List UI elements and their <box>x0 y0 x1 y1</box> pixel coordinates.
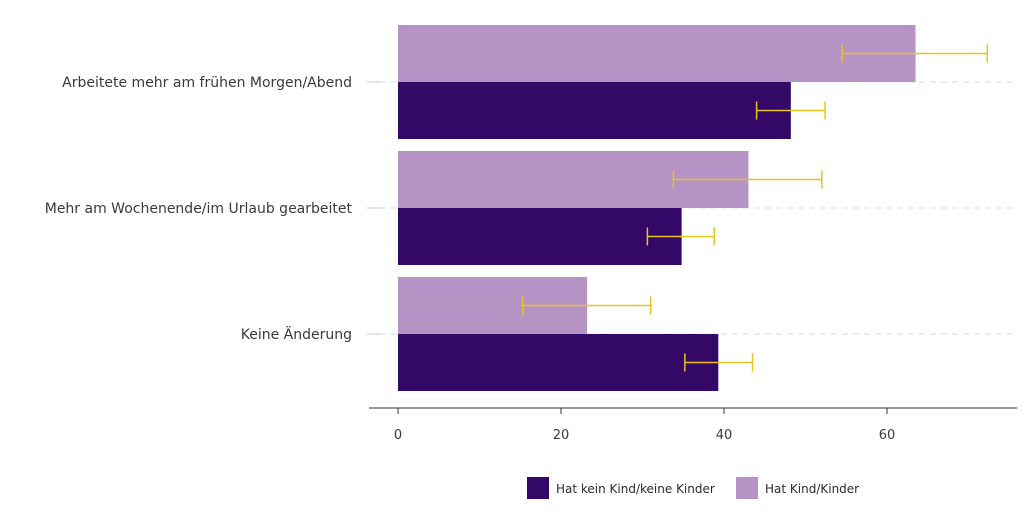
legend-label-0: Hat kein Kind/keine Kinder <box>556 482 715 496</box>
category-label-1: Mehr am Wochenende/im Urlaub gearbeitet <box>45 201 353 217</box>
category-label-0: Arbeitete mehr am frühen Morgen/Abend <box>62 75 352 91</box>
category-label-2: Keine Änderung <box>241 325 352 343</box>
bar-kein-kind-1 <box>398 208 682 265</box>
legend: Hat kein Kind/keine Kinder Hat Kind/Kinde… <box>527 477 859 499</box>
bar-kein-kind-0 <box>398 82 791 139</box>
legend-swatch-0 <box>527 477 549 499</box>
category-labels: Arbeitete mehr am frühen Morgen/Abend Meh… <box>45 75 353 343</box>
x-tick-label-2: 40 <box>716 428 733 443</box>
x-tick-label-3: 60 <box>879 428 896 443</box>
x-axis: 0 20 40 60 <box>369 407 1017 443</box>
x-tick-label-0: 0 <box>394 428 402 443</box>
bar-kind-0 <box>398 25 916 82</box>
bar-kein-kind-2 <box>398 334 719 391</box>
bars <box>398 25 916 391</box>
x-tick-label-1: 20 <box>553 428 570 443</box>
error-bars <box>521 44 988 372</box>
legend-swatch-1 <box>736 477 758 499</box>
legend-label-1: Hat Kind/Kinder <box>765 482 859 496</box>
